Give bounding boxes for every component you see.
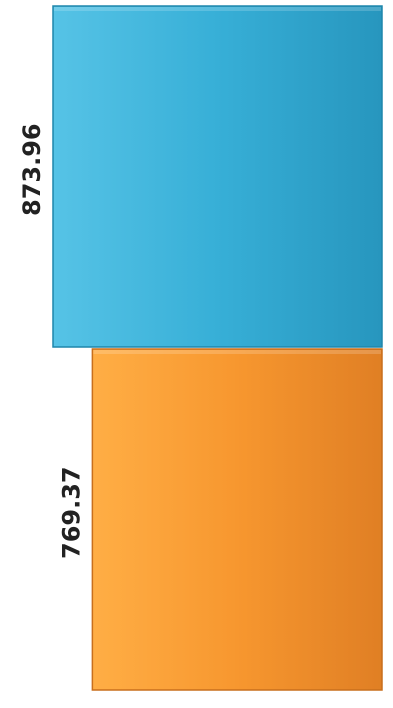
bar-1 <box>52 5 383 348</box>
bar-highlight-1 <box>54 7 381 11</box>
bar-2 <box>91 348 383 691</box>
bar-value-label-2: 769.37 <box>57 466 85 559</box>
bar-value-label-1: 873.96 <box>18 123 46 216</box>
bar-highlight-2 <box>93 350 382 354</box>
